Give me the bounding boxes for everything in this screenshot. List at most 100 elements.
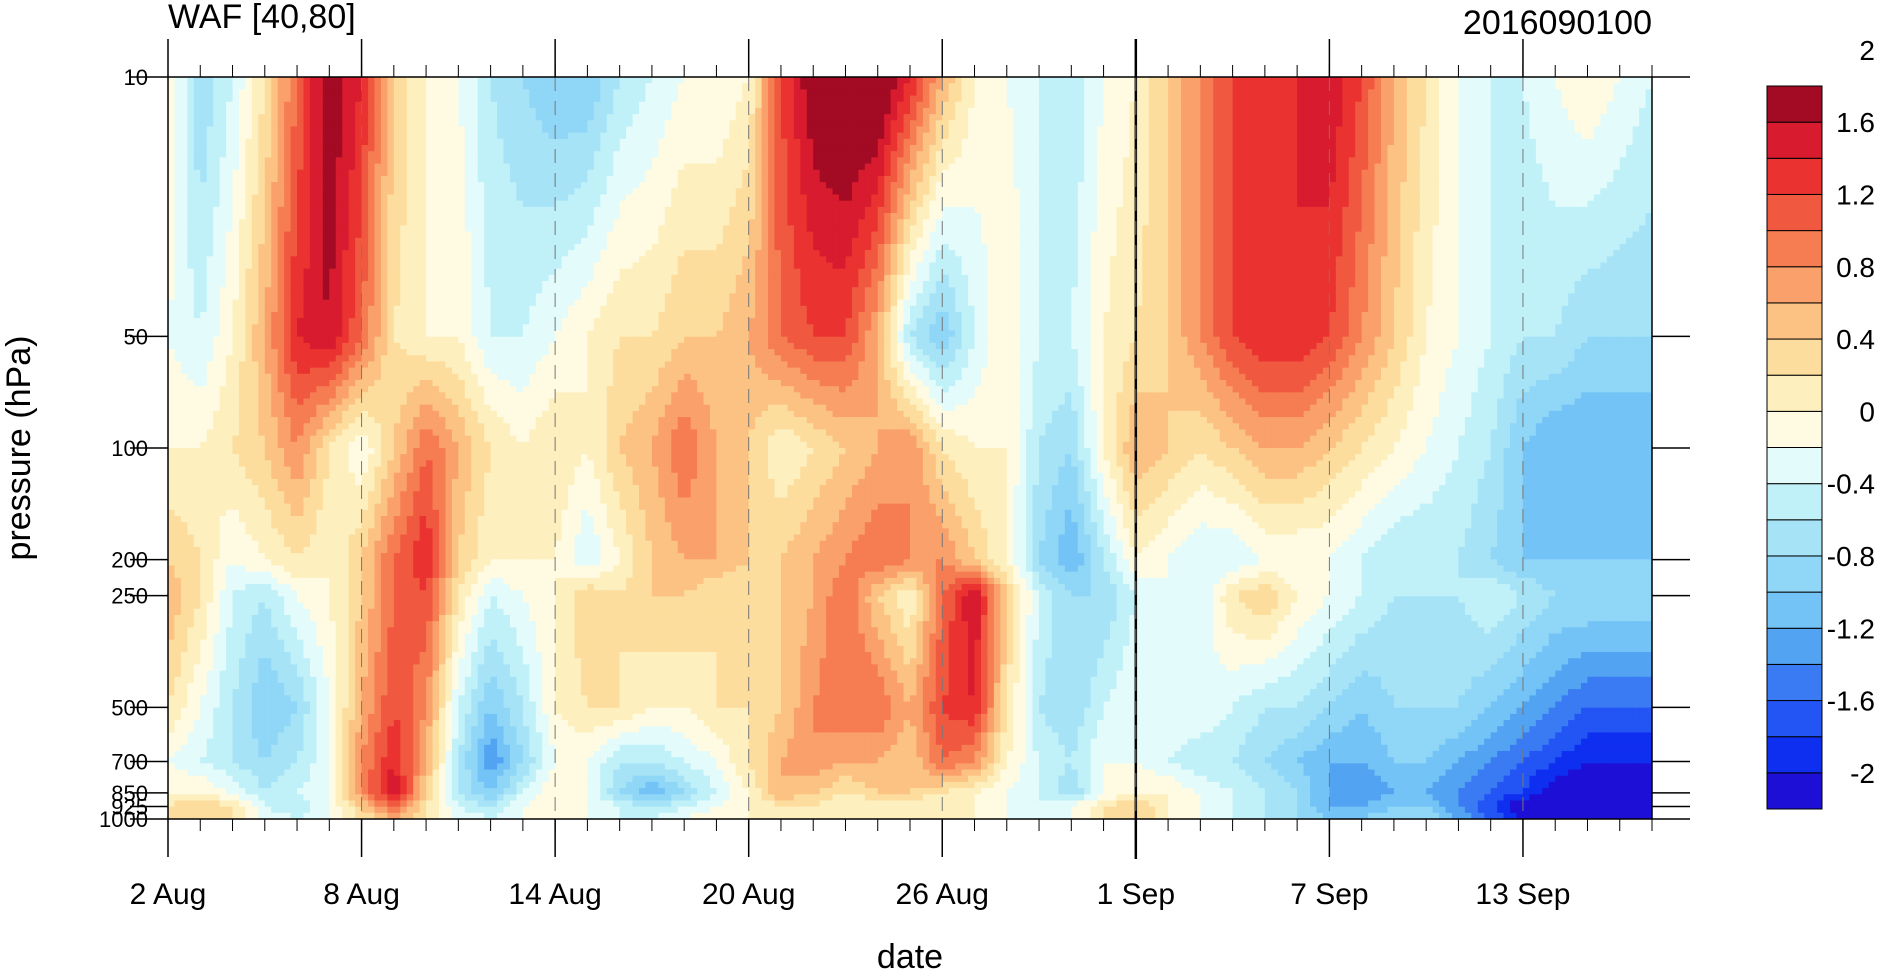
contour-cell [1607, 157, 1614, 164]
contour-cell [1155, 114, 1162, 121]
contour-cell [516, 133, 523, 140]
contour-cell [658, 133, 665, 140]
contour-cell [1200, 139, 1207, 146]
contour-cell [220, 194, 227, 201]
contour-cell [1258, 176, 1265, 183]
contour-cell [1071, 145, 1078, 152]
contour-cell [336, 120, 343, 127]
contour-cell [1104, 108, 1111, 115]
contour-cell [329, 102, 336, 109]
contour-cell [1458, 89, 1465, 96]
contour-cell [336, 170, 343, 177]
contour-cell [374, 114, 381, 121]
contour-cell [278, 182, 285, 189]
contour-cell [800, 188, 807, 195]
contour-cell [768, 170, 775, 177]
contour-cell [716, 102, 723, 109]
contour-cell [1304, 120, 1311, 127]
contour-cell [239, 207, 246, 214]
contour-cell [897, 201, 904, 208]
contour-cell [910, 96, 917, 103]
contour-cell [1110, 201, 1117, 208]
contour-cell [975, 188, 982, 195]
contour-cell [626, 182, 633, 189]
contour-cell [1104, 170, 1111, 177]
contour-cell [374, 139, 381, 146]
contour-cell [865, 96, 872, 103]
contour-cell [820, 83, 827, 90]
contour-field [168, 77, 1653, 820]
contour-cell [1446, 164, 1453, 171]
contour-cell [265, 207, 272, 214]
contour-cell [1452, 151, 1459, 158]
contour-cell [258, 188, 265, 195]
contour-cell [1149, 114, 1156, 121]
contour-cell [1187, 176, 1194, 183]
contour-cell [1233, 157, 1240, 164]
contour-cell [226, 133, 233, 140]
contour-cell [833, 207, 840, 214]
contour-cell [1046, 194, 1053, 201]
contour-cell [1207, 170, 1214, 177]
contour-cell [516, 102, 523, 109]
contour-cell [484, 77, 491, 84]
contour-cell [1368, 133, 1375, 140]
contour-cell [1239, 133, 1246, 140]
contour-cell [1278, 151, 1285, 158]
contour-cell [478, 201, 485, 208]
contour-cell [1078, 139, 1085, 146]
contour-cell [1562, 133, 1569, 140]
contour-cell [845, 188, 852, 195]
contour-cell [587, 114, 594, 121]
contour-cell [1200, 176, 1207, 183]
contour-cell [1336, 170, 1343, 177]
contour-cell [1581, 96, 1588, 103]
contour-cell [1342, 194, 1349, 201]
contour-cell [1020, 114, 1027, 121]
contour-cell [1607, 176, 1614, 183]
contour-cell [1555, 108, 1562, 115]
contour-cell [1258, 133, 1265, 140]
contour-cell [897, 89, 904, 96]
contour-cell [568, 170, 575, 177]
contour-cell [284, 139, 291, 146]
contour-cell [1033, 182, 1040, 189]
contour-cell [968, 207, 975, 214]
contour-cell [600, 139, 607, 146]
contour-cell [1304, 126, 1311, 133]
contour-cell [1084, 102, 1091, 109]
contour-cell [387, 126, 394, 133]
contour-cell [1594, 83, 1601, 90]
contour-cell [258, 102, 265, 109]
contour-cell [1052, 157, 1059, 164]
contour-cell [1362, 145, 1369, 152]
contour-cell [910, 151, 917, 158]
contour-cell [723, 207, 730, 214]
contour-cell [394, 83, 401, 90]
contour-cell [665, 139, 672, 146]
contour-cell [949, 164, 956, 171]
contour-cell [626, 164, 633, 171]
contour-cell [1439, 120, 1446, 127]
contour-cell [1497, 194, 1504, 201]
contour-cell [433, 194, 440, 201]
contour-cell [304, 114, 311, 121]
contour-cell [1336, 83, 1343, 90]
contour-cell [1594, 139, 1601, 146]
contour-cell [1381, 164, 1388, 171]
contour-cell [542, 108, 549, 115]
contour-cell [1536, 151, 1543, 158]
contour-cell [413, 133, 420, 140]
contour-cell [1497, 145, 1504, 152]
contour-cell [1368, 201, 1375, 208]
contour-cell [342, 170, 349, 177]
contour-cell [1536, 83, 1543, 90]
contour-cell [1523, 151, 1530, 158]
contour-cell [923, 139, 930, 146]
contour-cell [1187, 151, 1194, 158]
contour-cell [213, 207, 220, 214]
contour-cell [1000, 188, 1007, 195]
contour-cell [994, 176, 1001, 183]
contour-cell [910, 89, 917, 96]
contour-cell [1400, 151, 1407, 158]
